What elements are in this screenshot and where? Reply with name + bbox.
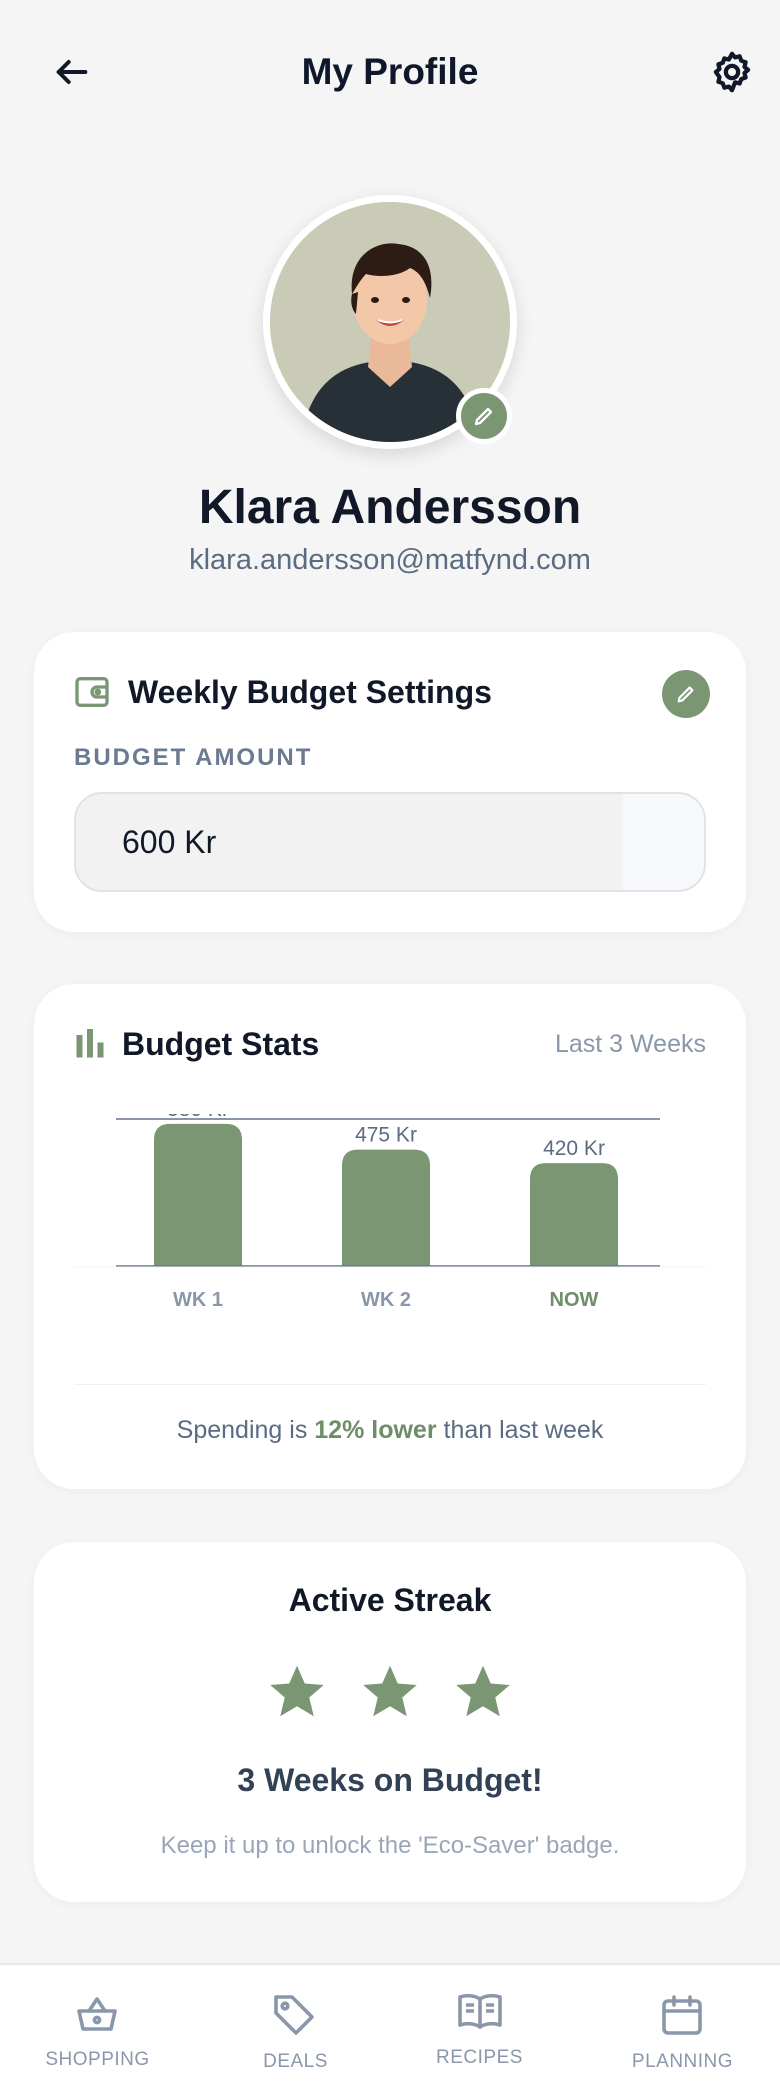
edit-budget-button[interactable] bbox=[662, 670, 710, 718]
profile-name: Klara Andersson bbox=[198, 481, 582, 534]
budget-stats-title: Budget Stats bbox=[122, 1026, 320, 1062]
star-icon bbox=[270, 1665, 324, 1717]
page-title: My Profile bbox=[301, 51, 479, 92]
budget-amount-label: BUDGET AMOUNT bbox=[74, 744, 313, 771]
nav-label: SHOPPING bbox=[45, 2049, 150, 2070]
nav-item-planning[interactable]: PLANNING bbox=[585, 1965, 780, 2094]
chart-bar bbox=[342, 1149, 430, 1266]
nav-item-shopping[interactable]: SHOPPING bbox=[0, 1965, 195, 2094]
settings-button[interactable] bbox=[708, 48, 756, 96]
book-icon bbox=[458, 1993, 502, 2029]
calendar-icon bbox=[662, 1995, 702, 2035]
edit-avatar-button[interactable] bbox=[456, 388, 512, 444]
divider bbox=[74, 1384, 706, 1385]
chart-category-label: WK 2 bbox=[361, 1289, 411, 1311]
avatar[interactable] bbox=[263, 195, 517, 449]
streak-message: Keep it up to unlock the 'Eco-Saver' bad… bbox=[160, 1832, 620, 1859]
basket-icon bbox=[77, 1997, 117, 2031]
spending-summary: Spending is 12% lower than last week bbox=[176, 1416, 604, 1444]
star-icon bbox=[363, 1665, 417, 1717]
wallet-icon bbox=[75, 677, 109, 707]
bar-chart-icon bbox=[76, 1029, 104, 1058]
star-icon bbox=[456, 1665, 510, 1717]
avatar-illustration bbox=[270, 202, 510, 442]
avatar-container bbox=[263, 195, 517, 449]
chart-category-label: WK 1 bbox=[173, 1289, 223, 1311]
bottom-nav: SHOPPING DEALS RECIPES PLANNING bbox=[0, 1963, 780, 2094]
streak-headline: 3 Weeks on Budget! bbox=[237, 1762, 543, 1798]
budget-stats-card: Budget Stats Last 3 Weeks 580 Kr WK 1 475 … bbox=[34, 984, 746, 1489]
spending-highlight: 12% lower bbox=[314, 1416, 437, 1444]
chart-data-label: 475 Kr bbox=[355, 1124, 417, 1147]
nav-label: RECIPES bbox=[436, 2047, 523, 2068]
stats-range: Last 3 Weeks bbox=[554, 1030, 706, 1058]
budget-amount-input[interactable]: 600 Kr bbox=[74, 792, 706, 892]
chart-category-label: NOW bbox=[550, 1289, 599, 1311]
arrow-left-icon bbox=[56, 60, 88, 84]
budget-settings-title: Weekly Budget Settings bbox=[128, 674, 492, 710]
streak-card: Active Streak 3 Weeks on Budget! Keep it… bbox=[34, 1542, 746, 1902]
nav-label: PLANNING bbox=[631, 2051, 734, 2072]
nav-item-deals[interactable]: DEALS bbox=[198, 1965, 393, 2094]
chart-bar bbox=[530, 1163, 618, 1266]
streak-stars bbox=[34, 1662, 746, 1722]
chart-data-label: 580 Kr bbox=[167, 1114, 229, 1121]
streak-title: Active Streak bbox=[288, 1582, 492, 1618]
budget-chart: 580 Kr WK 1 475 Kr WK 2 420 Kr NOW bbox=[74, 1114, 706, 1311]
back-button[interactable] bbox=[48, 48, 96, 96]
gear-icon bbox=[713, 51, 751, 93]
budget-settings-card: Weekly Budget Settings BUDGET AMOUNT 600… bbox=[34, 632, 746, 932]
tag-icon bbox=[274, 1995, 314, 2035]
header: My Profile bbox=[0, 0, 780, 145]
pencil-icon bbox=[474, 407, 493, 426]
budget-amount-value: 600 Kr bbox=[122, 823, 217, 860]
chart-data-label: 420 Kr bbox=[543, 1137, 605, 1160]
pencil-icon bbox=[677, 686, 694, 703]
nav-label: DEALS bbox=[263, 2051, 328, 2072]
nav-item-recipes[interactable]: RECIPES bbox=[382, 1965, 577, 2094]
chart-bar bbox=[154, 1123, 242, 1266]
profile-email: klara.andersson@matfynd.com bbox=[189, 544, 591, 576]
